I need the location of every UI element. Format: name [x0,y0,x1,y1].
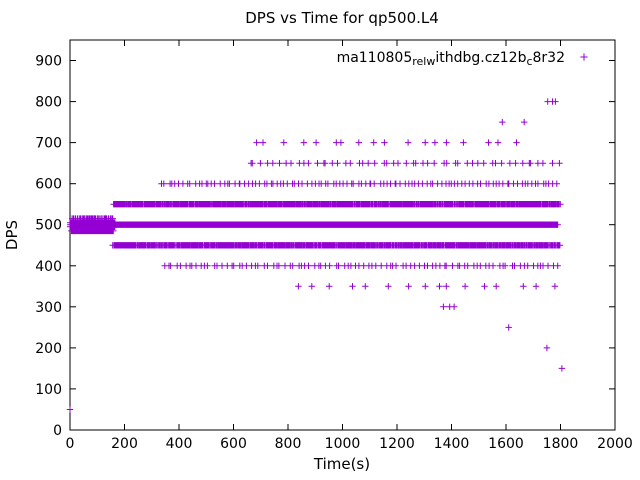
x-tick-label: 1800 [543,436,579,452]
x-tick-label: 400 [166,436,193,452]
y-tick-label: 500 [35,218,62,234]
x-tick-label: 800 [275,436,302,452]
y-axis-label: DPS [3,220,21,250]
x-tick-label: 1600 [488,436,524,452]
y-tick-label: 0 [53,423,62,439]
x-tick-label: 1400 [434,436,470,452]
y-tick-label: 700 [35,136,62,152]
x-tick-label: 1000 [325,436,361,452]
y-tick-label: 900 [35,54,62,70]
x-axis-label: Time(s) [313,455,370,473]
axes: 0 200 400 600 800 1000 1200 1400 1600 1800 2000 0 10… [35,39,633,452]
data-points [66,98,566,413]
x-tick-label: 0 [66,436,75,452]
y-tick-label: 600 [35,177,62,193]
x-tick-label: 200 [111,436,138,452]
y-tick-label: 100 [35,382,62,398]
legend-sample-marker [580,53,588,61]
chart-title: DPS vs Time for qp500.L4 [245,9,439,27]
x-tick-label: 2000 [597,436,633,452]
y-tick-label: 800 [35,95,62,111]
y-tick-label: 200 [35,341,62,357]
plot-border [69,39,616,431]
scatter-markers [66,98,566,413]
x-tick-label: 1200 [379,436,415,452]
legend: ma110805relwithdbg.cz12bc8r32 [337,50,588,68]
y-tick-label: 300 [35,300,62,316]
y-tick-label: 400 [35,259,62,275]
legend-label: ma110805relwithdbg.cz12bc8r32 [337,50,565,68]
x-tick-label: 600 [220,436,247,452]
